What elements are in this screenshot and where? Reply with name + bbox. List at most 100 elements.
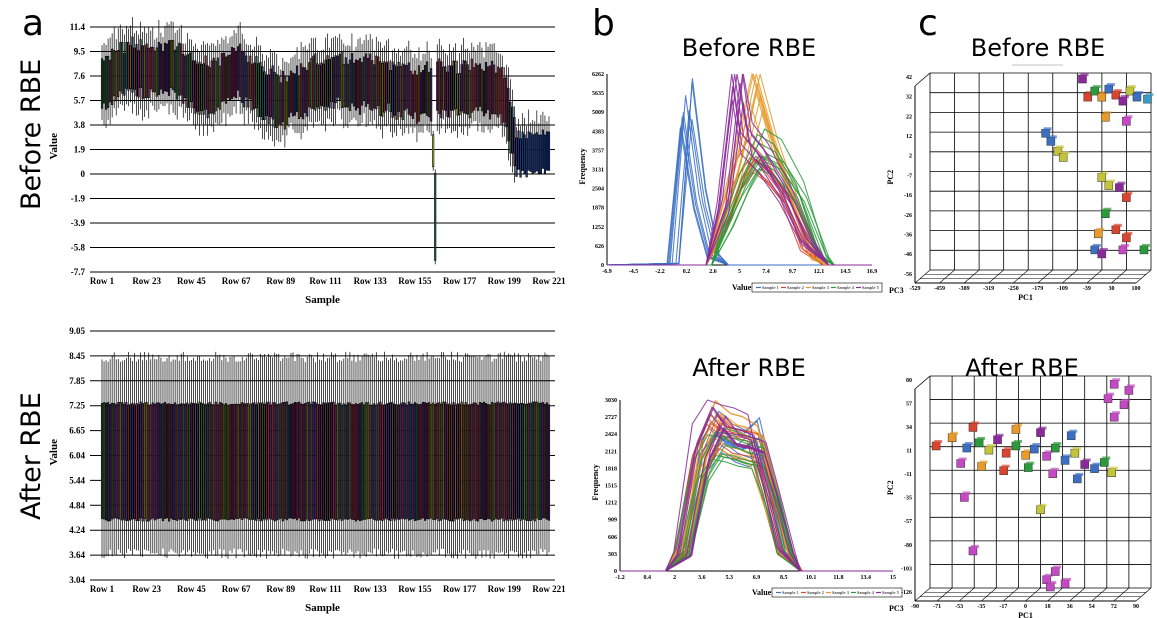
box [220, 53, 223, 102]
box [322, 402, 325, 521]
box [499, 402, 502, 520]
box [493, 403, 496, 521]
x-tick-label: 5 [738, 269, 741, 275]
box [151, 402, 154, 519]
pca-point [1143, 94, 1152, 104]
x-tick-label: 11.8 [833, 575, 843, 581]
y-tick-label: 6.04 [69, 451, 85, 461]
y-tick-label: -103 [901, 566, 912, 572]
pca-point-top [1048, 135, 1057, 139]
box [440, 403, 443, 521]
box [356, 404, 360, 520]
box [482, 401, 486, 521]
box [533, 401, 536, 522]
box [182, 403, 185, 519]
row-label-after: After RBE [16, 392, 47, 520]
y-tick-label: -36 [904, 233, 912, 239]
box [336, 403, 339, 521]
pca-point-top [1053, 442, 1062, 446]
box [417, 404, 421, 520]
box [529, 132, 532, 172]
box [456, 403, 459, 520]
legend-label: Sample 1 [762, 285, 779, 290]
box [517, 130, 520, 170]
box [462, 404, 465, 521]
x-tick-label: Row 67 [222, 584, 251, 594]
pca-point-top [1121, 398, 1130, 402]
box [172, 40, 175, 91]
y-tick-label: 303 [608, 552, 617, 558]
box [314, 53, 317, 111]
pca-point [1107, 468, 1116, 477]
box [367, 402, 370, 519]
legend-label: Sample 5 [882, 590, 900, 595]
x-tick-label: Row 199 [488, 584, 522, 594]
pca-point [1080, 460, 1089, 469]
x-tick-label: -90 [911, 604, 919, 610]
box [391, 402, 394, 519]
panel-label-c: c [918, 3, 938, 44]
box [365, 53, 368, 107]
box [383, 61, 386, 113]
box [190, 402, 193, 519]
series-line [620, 399, 893, 572]
box [525, 403, 528, 521]
x-tick-label: 0.4 [644, 575, 652, 581]
box [269, 68, 272, 117]
box [222, 52, 225, 100]
box [119, 42, 122, 92]
chart-b-after-frequency: 0 303 606 909 1212 1515 1818 2121 2424 2727 3030 -1… [591, 398, 903, 598]
pca-point-top [1120, 95, 1129, 99]
grid-floor [1013, 269, 1029, 284]
box [537, 402, 540, 520]
pca-point-top [1103, 207, 1112, 211]
box [178, 404, 181, 520]
box [206, 65, 209, 119]
box [100, 58, 104, 109]
y-tick-label: 0 [614, 569, 617, 575]
pca-point-top [1092, 462, 1101, 466]
box [330, 57, 333, 102]
box [153, 50, 156, 93]
box [241, 51, 244, 103]
pca-point-top [1050, 467, 1059, 471]
pca-point-top [1004, 447, 1013, 451]
box [350, 53, 353, 104]
y-tick-label: 3757 [592, 148, 604, 154]
box [411, 74, 414, 119]
box [251, 403, 254, 520]
x-tick-label: 72 [1111, 604, 1117, 610]
pca-point-top [970, 544, 979, 548]
box [186, 402, 189, 521]
y-tick-label: 1212 [605, 501, 617, 507]
pca-point [1001, 448, 1011, 458]
x-tick-label: 5.3 [725, 575, 733, 581]
x-tick-label: 8.5 [780, 575, 788, 581]
box [405, 65, 408, 109]
x-tick-label: 15 [890, 575, 896, 581]
y-tick-label: -7.7 [71, 267, 86, 277]
grid-floor [1086, 269, 1103, 284]
box [430, 68, 433, 122]
y-tick-label: 4383 [592, 129, 604, 135]
y-tick-label: 2727 [605, 415, 617, 421]
box [336, 55, 339, 98]
box [281, 402, 284, 522]
box [271, 65, 274, 120]
pca-point [956, 459, 965, 468]
box [513, 402, 516, 520]
box [432, 402, 435, 520]
box [287, 404, 290, 519]
box [155, 402, 158, 520]
box [121, 41, 124, 94]
box [527, 402, 530, 521]
box [375, 55, 378, 110]
box [330, 402, 333, 519]
box [237, 46, 240, 91]
box [363, 404, 366, 520]
x-tick-label: 14.5 [840, 269, 851, 275]
box [188, 53, 191, 108]
series-line [620, 399, 893, 572]
box [208, 67, 211, 114]
